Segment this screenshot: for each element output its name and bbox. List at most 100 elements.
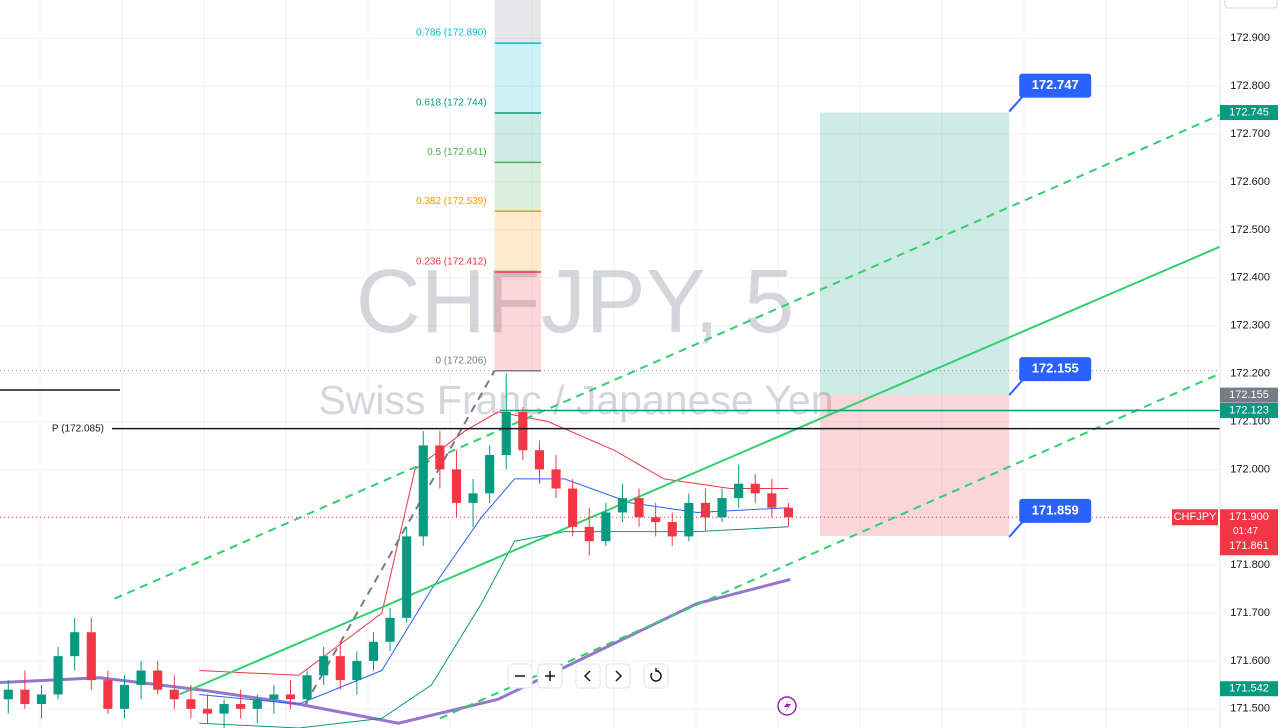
callout-label: 172.747 (1032, 77, 1079, 92)
price-axis: 171.500 171.600 171.700 171.800 171.900 172.0… (1219, 0, 1280, 728)
y-tick-label: 172.700 (1230, 128, 1270, 140)
fib-zone (494, 162, 542, 212)
y-tick-label: 171.800 (1230, 559, 1270, 571)
callout-box (1019, 73, 1092, 98)
y-tick-label: 172.000 (1230, 463, 1270, 475)
watermark: CHFJPY, 5 (356, 252, 795, 352)
callout-box (1019, 498, 1092, 523)
scroll-right-icon (615, 670, 623, 682)
indicator-line (178, 245, 1221, 696)
candle-body (103, 680, 113, 709)
candle-body (601, 512, 611, 542)
fib-zone (494, 43, 542, 114)
scroll-left-icon (583, 670, 591, 682)
candle-body (651, 517, 661, 523)
indicator-line (199, 526, 789, 728)
candle-body (136, 670, 146, 685)
y-tick-label: 171.600 (1230, 655, 1270, 667)
candle-body (468, 493, 478, 503)
candle-body (634, 498, 644, 518)
candle-body (70, 632, 80, 657)
candle-body (501, 411, 511, 455)
fib-level-label: 0 (172.206) (435, 355, 486, 366)
position-stop-zone (819, 395, 1010, 536)
y-tick-label: 172.600 (1230, 176, 1270, 188)
candle-body (319, 656, 329, 676)
countdown-label: 01:47 (1233, 526, 1258, 537)
last-price-badge (1220, 509, 1278, 556)
y-tick-label: 172.200 (1230, 367, 1270, 379)
candle-body (717, 498, 727, 518)
indicator-line (114, 113, 1221, 600)
overlay: 172.747 172.155 171.859 (1008, 73, 1092, 538)
last-price-label: 171.900 (1229, 511, 1269, 523)
candle-body (485, 455, 495, 494)
candle-body (186, 699, 196, 709)
fib-zone-top (494, 0, 542, 44)
candle-body (385, 617, 395, 642)
scroll-left-button[interactable] (575, 663, 601, 689)
price-badge (1220, 105, 1278, 121)
price-badge-label: 172.123 (1229, 404, 1269, 416)
candle-body (418, 445, 428, 537)
axis-background (1220, 0, 1280, 728)
price-badge (1220, 387, 1278, 403)
price-badge-label: 172.745 (1229, 106, 1269, 118)
price-badge (1220, 681, 1278, 697)
watermark-subtitle: Swiss Franc / Japanese Yen (318, 377, 833, 423)
symbol-label: CHFJPY (1174, 511, 1217, 523)
y-tick-label: 172.300 (1230, 320, 1270, 332)
y-tick-label: 172.400 (1230, 272, 1270, 284)
candle-body (684, 502, 694, 537)
y-tick-label: 172.500 (1230, 224, 1270, 236)
toolbar (507, 663, 797, 716)
indicator-line (439, 372, 1221, 720)
symbol-badge (1172, 509, 1218, 526)
candle-body (20, 689, 30, 705)
candle-body (551, 469, 561, 489)
candle-body (700, 502, 711, 518)
fib-level-label: 0.5 (172.641) (427, 147, 487, 158)
y-tick-label: 171.500 (1230, 703, 1270, 715)
candle-body (236, 704, 246, 709)
indicator-line (199, 411, 789, 676)
candle-body (219, 704, 229, 714)
candle-body (451, 469, 462, 503)
y-tick-label: 172.900 (1230, 32, 1270, 44)
scroll-right-button[interactable] (605, 663, 631, 689)
candle-body (767, 493, 777, 508)
candle-body (368, 641, 379, 661)
candle-body (667, 522, 677, 537)
candle-body (584, 526, 594, 542)
candle-body (169, 689, 179, 700)
pivot-label: P (172.085) (52, 423, 104, 434)
candle-body (783, 507, 793, 518)
reset-icon (650, 668, 662, 682)
candle-body (335, 656, 345, 681)
fib-zone (494, 272, 542, 371)
callout-box (1019, 357, 1092, 382)
candle-body (302, 675, 312, 700)
callout-label: 171.859 (1032, 502, 1079, 517)
candle-body (269, 694, 279, 700)
zoom-in-icon (545, 671, 555, 681)
indicator-line (304, 370, 496, 705)
candle-body (518, 411, 528, 451)
candle-body (734, 483, 744, 499)
axis-control[interactable] (1224, 0, 1278, 9)
candle-body (36, 694, 47, 705)
price-badge-label: 171.542 (1229, 683, 1269, 695)
price-badge-label: 172.155 (1229, 389, 1269, 401)
position-target-zone (819, 112, 1010, 396)
candle-body (568, 488, 578, 527)
reset-button[interactable] (643, 663, 669, 689)
candle-body (119, 684, 130, 709)
fib-zone (494, 211, 542, 273)
events-icon (784, 700, 791, 712)
candle-body (153, 670, 163, 690)
candle-body (402, 536, 412, 618)
callout-label: 172.155 (1032, 361, 1079, 376)
candle-body (750, 483, 760, 494)
candle-body (285, 694, 296, 700)
